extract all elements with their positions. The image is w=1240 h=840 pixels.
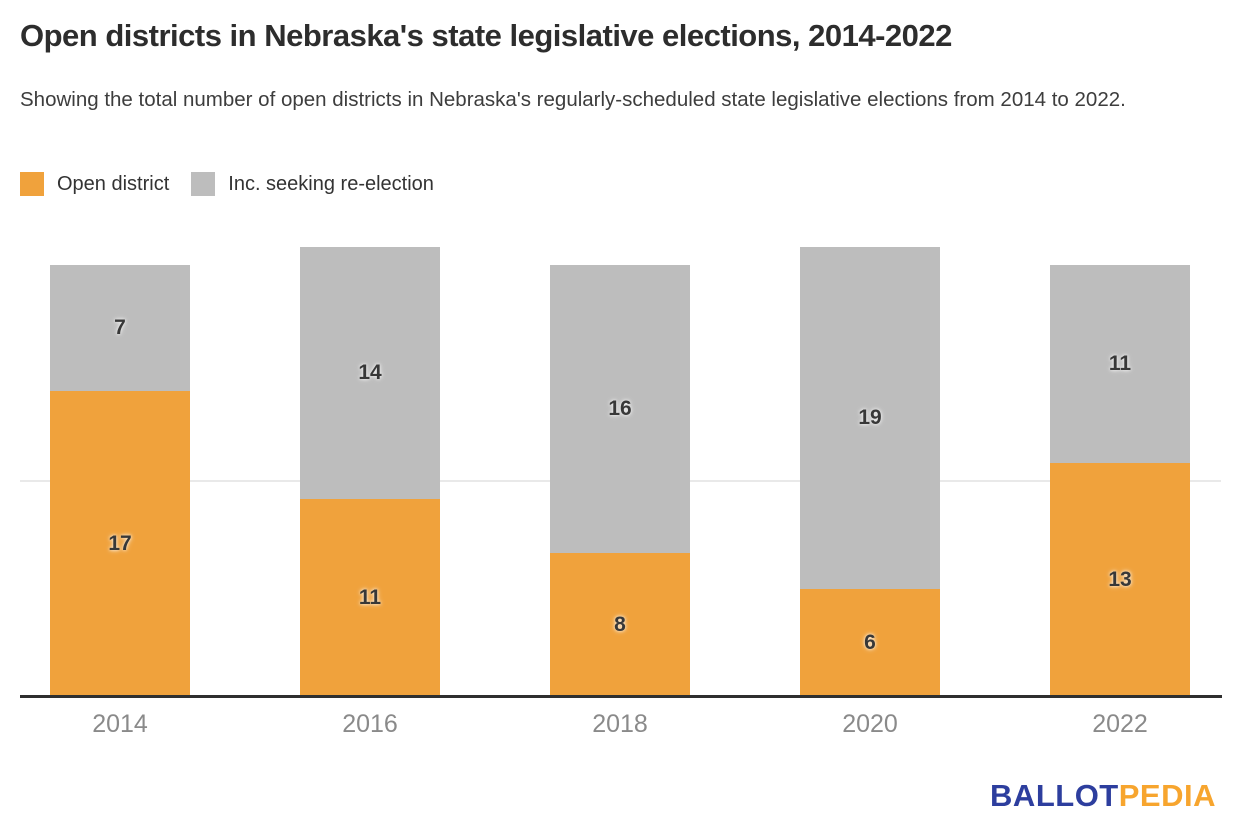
x-axis-label: 2016 [342,710,398,738]
bar-segment: 13 [1050,463,1190,697]
bar-value-label: 13 [1108,568,1132,591]
bar-value-label: 11 [1108,352,1132,375]
legend-swatch [191,172,216,196]
bar-segment: 7 [50,265,190,391]
bar-segment: 14 [300,247,440,499]
bar-segment: 16 [550,265,690,553]
chart-subtitle: Showing the total number of open distric… [20,88,1126,111]
bar-value-label: 16 [608,397,632,420]
bar-segment: 11 [1050,265,1190,463]
bar-segment: 6 [800,589,940,697]
bar-2018: 8 16 [550,265,690,697]
x-axis-label: 2018 [592,710,648,738]
bar-segment: 11 [300,499,440,697]
bar-segment: 8 [550,553,690,697]
legend: Open district Inc. seeking re-election [20,172,434,196]
legend-item: Inc. seeking re-election [191,172,434,196]
logo-ballot: BALLOT [990,778,1119,813]
bar-segment: 17 [50,391,190,697]
bar-value-label: 8 [614,613,626,636]
bar-segment: 19 [800,247,940,589]
bar-value-label: 17 [108,532,132,555]
logo-pedia: PEDIA [1118,778,1216,813]
x-axis-line [20,695,1222,698]
bar-value-label: 7 [114,316,126,339]
bar-2014: 17 7 [50,265,190,697]
bar-value-label: 14 [358,361,382,384]
bar-value-label: 6 [864,631,876,654]
legend-item: Open district [20,172,169,196]
bar-2016: 11 14 [300,247,440,697]
chart-title: Open districts in Nebraska's state legis… [20,18,952,53]
ballotpedia-logo: BALLOTPEDIA [990,778,1216,814]
bar-value-label: 11 [358,586,382,609]
bar-value-label: 19 [858,406,882,429]
bar-2020: 6 19 [800,247,940,697]
plot-area: 17 7 11 14 8 16 6 19 13 11 [20,247,1222,697]
bar-2022: 13 11 [1050,265,1190,697]
x-axis-label: 2020 [842,710,898,738]
legend-label: Inc. seeking re-election [228,172,434,195]
x-axis-label: 2014 [92,710,148,738]
x-axis-label: 2022 [1092,710,1148,738]
legend-label: Open district [57,172,170,195]
legend-swatch [20,172,44,196]
